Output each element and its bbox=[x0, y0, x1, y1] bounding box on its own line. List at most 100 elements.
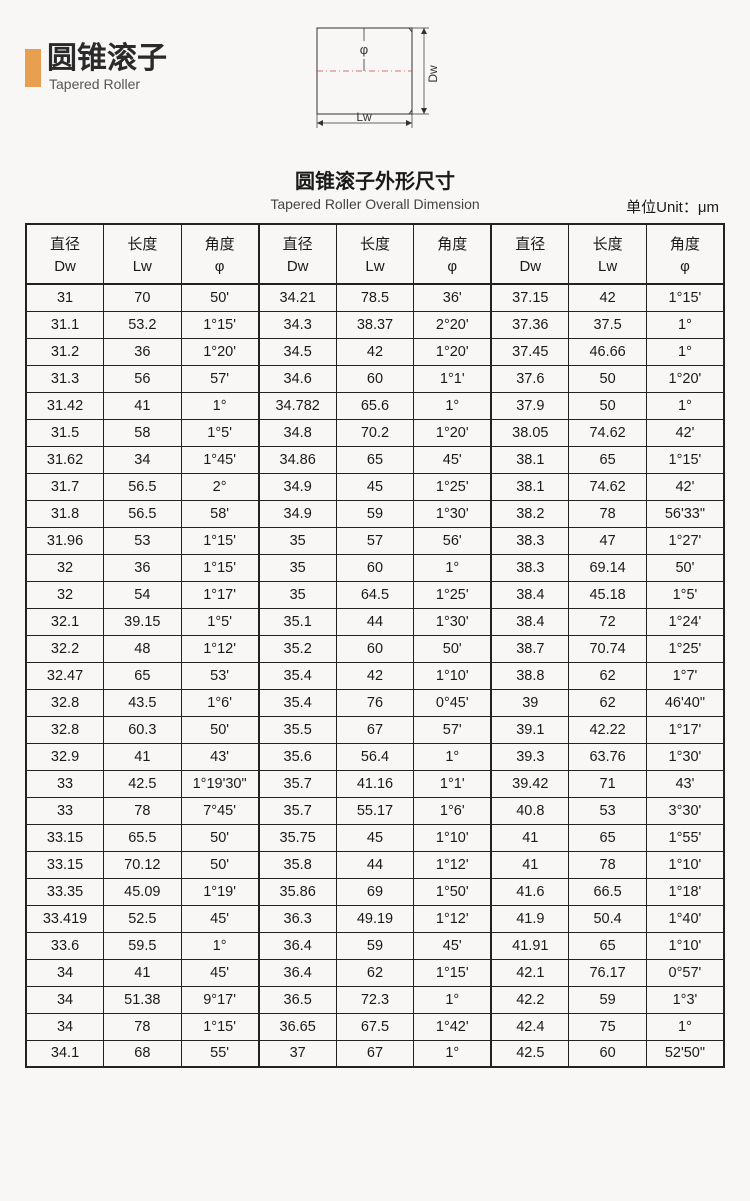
table-cell: 33 bbox=[26, 770, 104, 797]
table-cell: 76 bbox=[336, 689, 414, 716]
table-cell: 31.42 bbox=[26, 392, 104, 419]
table-cell: 31.8 bbox=[26, 500, 104, 527]
column-header: 长度Lw bbox=[336, 224, 414, 284]
table-cell: 34.9 bbox=[259, 500, 337, 527]
table-cell: 32.8 bbox=[26, 689, 104, 716]
table-cell: 60.3 bbox=[104, 716, 182, 743]
table-cell: 56' bbox=[414, 527, 492, 554]
table-row: 32541°17'3564.51°25'38.445.181°5' bbox=[26, 581, 724, 608]
column-header-cn: 角度 bbox=[184, 233, 256, 254]
table-cell: 34.9 bbox=[259, 473, 337, 500]
table-cell: 31.7 bbox=[26, 473, 104, 500]
table-cell: 45.18 bbox=[569, 581, 647, 608]
table-cell: 48 bbox=[104, 635, 182, 662]
table-cell: 31.62 bbox=[26, 446, 104, 473]
table-cell: 70.2 bbox=[336, 419, 414, 446]
diagram-dw-label: Dw bbox=[426, 65, 440, 83]
table-cell: 1° bbox=[646, 338, 724, 365]
table-cell: 1°15' bbox=[646, 446, 724, 473]
table-cell: 70 bbox=[104, 284, 182, 311]
column-header-cn: 长度 bbox=[571, 233, 644, 254]
table-cell: 53 bbox=[569, 797, 647, 824]
title-block: 圆锥滚子 Tapered Roller bbox=[25, 20, 167, 92]
table-row: 31.96531°15'355756'38.3471°27' bbox=[26, 527, 724, 554]
table-cell: 35.86 bbox=[259, 878, 337, 905]
table-cell: 41.9 bbox=[491, 905, 569, 932]
table-cell: 37.5 bbox=[569, 311, 647, 338]
table-cell: 35.6 bbox=[259, 743, 337, 770]
table-row: 32.843.51°6'35.4760°45'396246'40" bbox=[26, 689, 724, 716]
table-row: 31.756.52°34.9451°25'38.174.6242' bbox=[26, 473, 724, 500]
table-cell: 41 bbox=[491, 824, 569, 851]
table-cell: 1°17' bbox=[646, 716, 724, 743]
table-cell: 62 bbox=[569, 689, 647, 716]
column-header-sym: φ bbox=[215, 258, 225, 275]
table-cell: 1° bbox=[414, 554, 492, 581]
table-cell: 34 bbox=[26, 986, 104, 1013]
column-header: 直径Dw bbox=[259, 224, 337, 284]
table-cell: 42 bbox=[336, 662, 414, 689]
table-cell: 59 bbox=[569, 986, 647, 1013]
table-cell: 7°45' bbox=[181, 797, 259, 824]
table-cell: 45' bbox=[414, 932, 492, 959]
table-cell: 44 bbox=[336, 608, 414, 635]
table-cell: 45.09 bbox=[104, 878, 182, 905]
table-cell: 35 bbox=[259, 527, 337, 554]
table-cell: 62 bbox=[336, 959, 414, 986]
table-cell: 34 bbox=[26, 1013, 104, 1040]
table-cell: 46'40" bbox=[646, 689, 724, 716]
table-cell: 45' bbox=[181, 905, 259, 932]
table-cell: 66.5 bbox=[569, 878, 647, 905]
table-cell: 50 bbox=[569, 365, 647, 392]
table-cell: 1°5' bbox=[181, 608, 259, 635]
table-row: 34.16855'37671°42.56052'50" bbox=[26, 1040, 724, 1067]
table-cell: 3°30' bbox=[646, 797, 724, 824]
table-cell: 38.05 bbox=[491, 419, 569, 446]
title-en: Tapered Roller bbox=[47, 76, 167, 92]
table-cell: 31.2 bbox=[26, 338, 104, 365]
table-cell: 50' bbox=[646, 554, 724, 581]
table-cell: 67.5 bbox=[336, 1013, 414, 1040]
table-cell: 1°25' bbox=[414, 581, 492, 608]
column-header-sym: φ bbox=[447, 258, 457, 275]
table-cell: 37.36 bbox=[491, 311, 569, 338]
table-cell: 52.5 bbox=[104, 905, 182, 932]
table-cell: 74.62 bbox=[569, 419, 647, 446]
table-row: 32.476553'35.4421°10'38.8621°7' bbox=[26, 662, 724, 689]
table-cell: 37.6 bbox=[491, 365, 569, 392]
table-cell: 45' bbox=[414, 446, 492, 473]
table-cell: 1°20' bbox=[414, 419, 492, 446]
column-header-sym: Dw bbox=[54, 258, 76, 275]
table-cell: 31 bbox=[26, 284, 104, 311]
table-cell: 42 bbox=[336, 338, 414, 365]
table-cell: 38.3 bbox=[491, 554, 569, 581]
table-cell: 0°45' bbox=[414, 689, 492, 716]
table-cell: 78 bbox=[569, 851, 647, 878]
table-cell: 50' bbox=[181, 716, 259, 743]
column-header: 角度φ bbox=[646, 224, 724, 284]
table-cell: 41 bbox=[491, 851, 569, 878]
table-row: 31.153.21°15'34.338.372°20'37.3637.51° bbox=[26, 311, 724, 338]
table-cell: 1°7' bbox=[646, 662, 724, 689]
column-header-cn: 直径 bbox=[29, 233, 101, 254]
table-cell: 50 bbox=[569, 392, 647, 419]
table-cell: 42' bbox=[646, 473, 724, 500]
table-cell: 1°1' bbox=[414, 770, 492, 797]
table-cell: 1°12' bbox=[414, 851, 492, 878]
table-cell: 1°20' bbox=[414, 338, 492, 365]
table-cell: 32 bbox=[26, 581, 104, 608]
table-row: 3342.51°19'30"35.741.161°1'39.427143' bbox=[26, 770, 724, 797]
table-cell: 1°10' bbox=[414, 662, 492, 689]
table-cell: 57' bbox=[414, 716, 492, 743]
table-cell: 1° bbox=[414, 986, 492, 1013]
table-cell: 41 bbox=[104, 743, 182, 770]
accent-bar bbox=[25, 49, 41, 87]
table-cell: 1°55' bbox=[646, 824, 724, 851]
table-cell: 69 bbox=[336, 878, 414, 905]
table-cell: 47 bbox=[569, 527, 647, 554]
table-cell: 44 bbox=[336, 851, 414, 878]
column-header: 长度Lw bbox=[569, 224, 647, 284]
table-cell: 1°30' bbox=[646, 743, 724, 770]
table-row: 34781°15'36.6567.51°42'42.4751° bbox=[26, 1013, 724, 1040]
table-cell: 42.5 bbox=[104, 770, 182, 797]
